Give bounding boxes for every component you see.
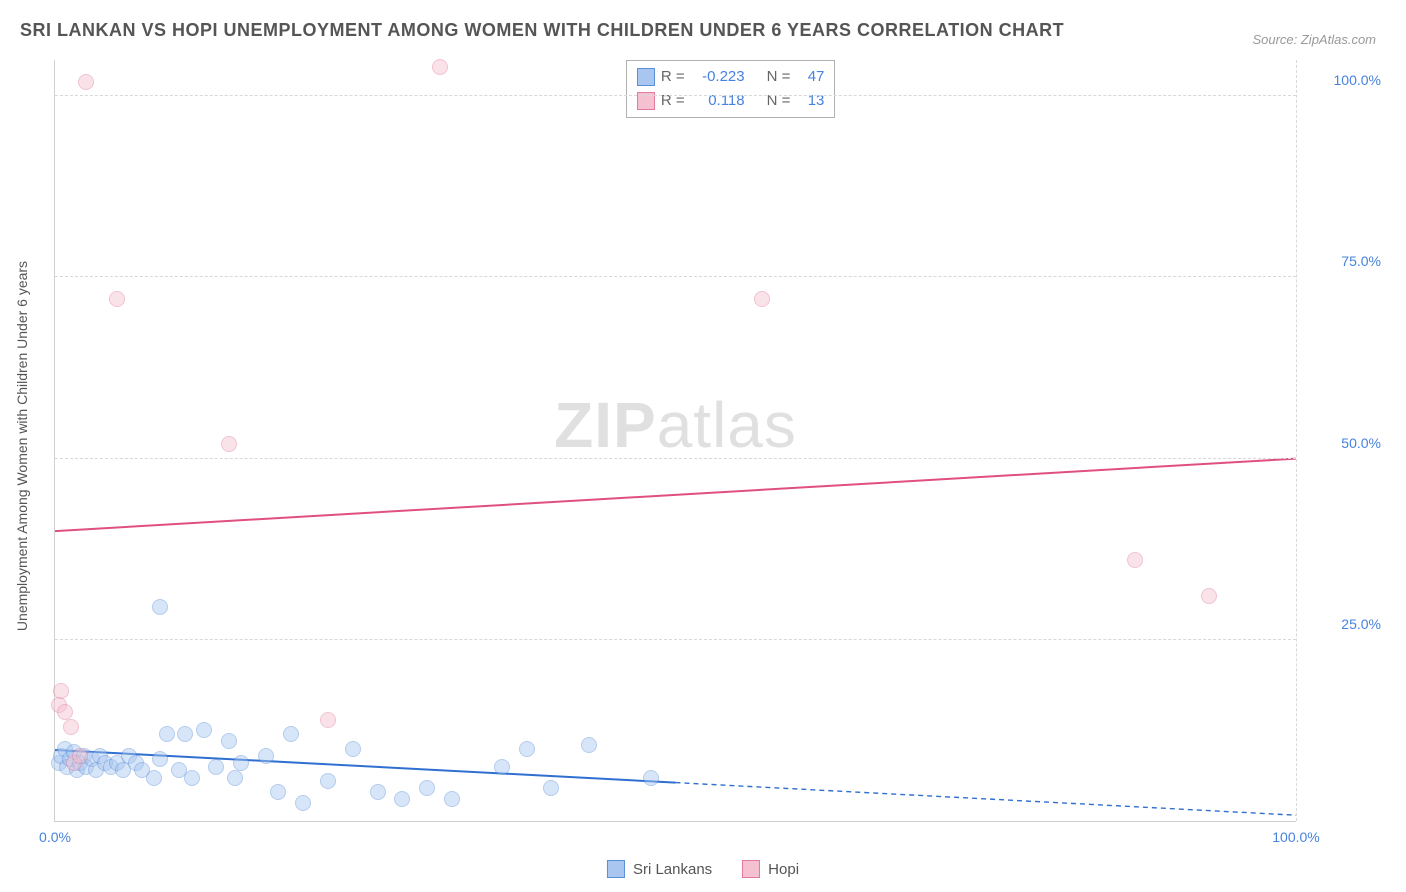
data-point bbox=[109, 291, 125, 307]
r-value-1: -0.223 bbox=[691, 65, 745, 89]
data-point bbox=[196, 722, 212, 738]
data-point bbox=[283, 726, 299, 742]
data-point bbox=[370, 784, 386, 800]
stats-row-2: R = 0.118 N = 13 bbox=[637, 89, 825, 113]
watermark: ZIPatlas bbox=[554, 388, 797, 462]
data-point bbox=[432, 59, 448, 75]
y-tick-label: 50.0% bbox=[1306, 435, 1381, 451]
gridline-horizontal bbox=[55, 276, 1296, 277]
data-point bbox=[1127, 552, 1143, 568]
data-point bbox=[152, 599, 168, 615]
y-tick-label: 25.0% bbox=[1306, 616, 1381, 632]
data-point bbox=[345, 741, 361, 757]
data-point bbox=[494, 759, 510, 775]
data-point bbox=[270, 784, 286, 800]
y-tick-label: 100.0% bbox=[1306, 72, 1381, 88]
n-value-1: 47 bbox=[796, 65, 824, 89]
plot-area: ZIPatlas R = -0.223 N = 47 R = 0.118 bbox=[54, 60, 1296, 822]
data-point bbox=[221, 733, 237, 749]
data-point bbox=[519, 741, 535, 757]
x-tick-label: 0.0% bbox=[39, 829, 71, 845]
gridline-horizontal bbox=[55, 639, 1296, 640]
data-point bbox=[208, 759, 224, 775]
data-point bbox=[53, 683, 69, 699]
data-point bbox=[320, 712, 336, 728]
data-point bbox=[754, 291, 770, 307]
data-point bbox=[419, 780, 435, 796]
x-tick-label: 100.0% bbox=[1272, 829, 1319, 845]
r-value-2: 0.118 bbox=[691, 89, 745, 113]
source-label: Source: ZipAtlas.com bbox=[1252, 32, 1376, 47]
data-point bbox=[258, 748, 274, 764]
gridline-horizontal bbox=[55, 458, 1296, 459]
swatch-icon bbox=[637, 68, 655, 86]
data-point bbox=[227, 770, 243, 786]
data-point bbox=[146, 770, 162, 786]
data-point bbox=[581, 737, 597, 753]
data-point bbox=[152, 751, 168, 767]
swatch-icon bbox=[742, 860, 760, 878]
data-point bbox=[177, 726, 193, 742]
y-axis-label: Unemployment Among Women with Children U… bbox=[14, 261, 30, 631]
data-point bbox=[444, 791, 460, 807]
data-point bbox=[184, 770, 200, 786]
y-tick-label: 75.0% bbox=[1306, 253, 1381, 269]
n-value-2: 13 bbox=[796, 89, 824, 113]
data-point bbox=[78, 74, 94, 90]
data-point bbox=[233, 755, 249, 771]
gridline-horizontal bbox=[55, 95, 1296, 96]
data-point bbox=[320, 773, 336, 789]
data-point bbox=[543, 780, 559, 796]
data-point bbox=[295, 795, 311, 811]
stats-box: R = -0.223 N = 47 R = 0.118 N = 13 bbox=[626, 60, 836, 118]
data-point bbox=[394, 791, 410, 807]
data-point bbox=[72, 748, 88, 764]
legend-label-2: Hopi bbox=[768, 861, 799, 878]
legend-item-2: Hopi bbox=[742, 860, 799, 878]
data-point bbox=[1201, 588, 1217, 604]
swatch-icon bbox=[607, 860, 625, 878]
legend-label-1: Sri Lankans bbox=[633, 861, 712, 878]
trend-lines bbox=[55, 60, 1296, 821]
chart-title: SRI LANKAN VS HOPI UNEMPLOYMENT AMONG WO… bbox=[20, 20, 1386, 41]
legend-item-1: Sri Lankans bbox=[607, 860, 712, 878]
legend: Sri Lankans Hopi bbox=[607, 860, 799, 878]
chart-container: SRI LANKAN VS HOPI UNEMPLOYMENT AMONG WO… bbox=[0, 0, 1406, 892]
gridline-vertical bbox=[1296, 60, 1297, 821]
data-point bbox=[221, 436, 237, 452]
data-point bbox=[643, 770, 659, 786]
stats-row-1: R = -0.223 N = 47 bbox=[637, 65, 825, 89]
data-point bbox=[63, 719, 79, 735]
data-point bbox=[159, 726, 175, 742]
